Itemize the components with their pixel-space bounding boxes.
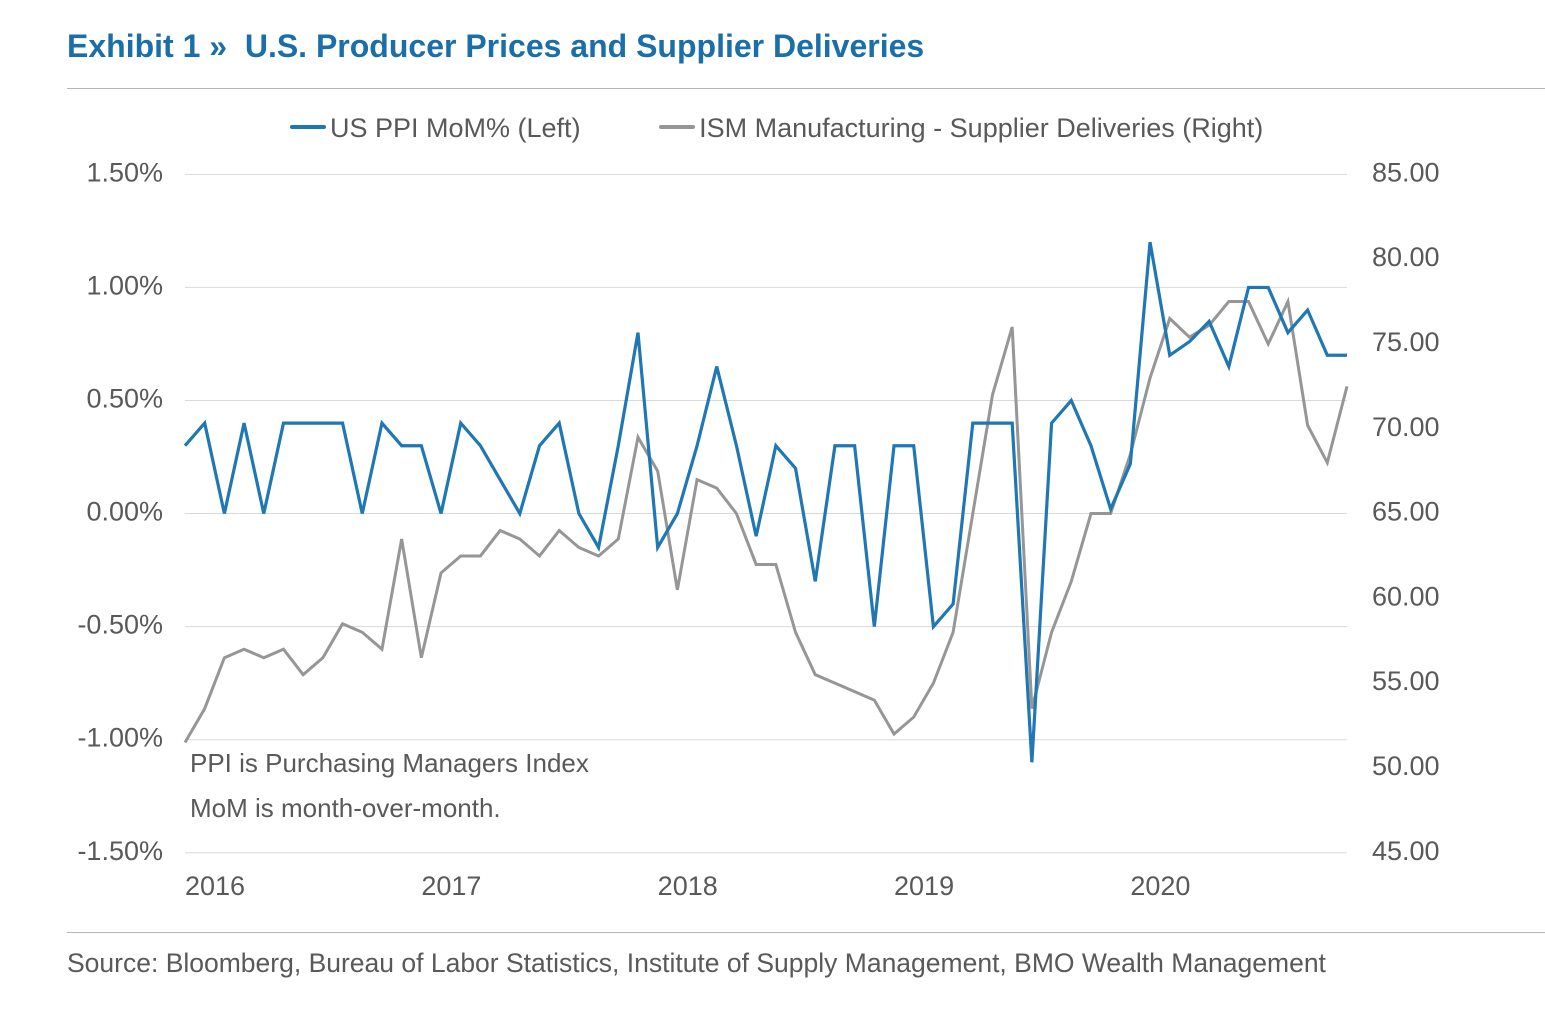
svg-text:70.00: 70.00 bbox=[1372, 412, 1440, 442]
svg-text:50.00: 50.00 bbox=[1372, 751, 1440, 781]
svg-text:75.00: 75.00 bbox=[1372, 327, 1440, 357]
svg-text:55.00: 55.00 bbox=[1372, 666, 1440, 696]
svg-text:1.00%: 1.00% bbox=[86, 270, 163, 300]
svg-text:2020: 2020 bbox=[1130, 871, 1190, 901]
svg-text:1.50%: 1.50% bbox=[86, 157, 163, 187]
svg-text:2016: 2016 bbox=[185, 871, 245, 901]
svg-text:2017: 2017 bbox=[421, 871, 481, 901]
svg-text:PPI is Purchasing Managers Ind: PPI is Purchasing Managers Index bbox=[190, 748, 589, 778]
svg-text:2019: 2019 bbox=[894, 871, 954, 901]
svg-text:MoM is month-over-month.: MoM is month-over-month. bbox=[190, 793, 501, 823]
svg-text:0.00%: 0.00% bbox=[86, 497, 163, 527]
svg-text:85.00: 85.00 bbox=[1372, 157, 1440, 187]
svg-text:0.50%: 0.50% bbox=[86, 383, 163, 413]
svg-text:-1.00%: -1.00% bbox=[77, 723, 163, 753]
svg-text:45.00: 45.00 bbox=[1372, 836, 1440, 866]
svg-text:80.00: 80.00 bbox=[1372, 242, 1440, 272]
svg-text:65.00: 65.00 bbox=[1372, 497, 1440, 527]
svg-text:60.00: 60.00 bbox=[1372, 581, 1440, 611]
svg-text:-1.50%: -1.50% bbox=[77, 836, 163, 866]
svg-text:2018: 2018 bbox=[658, 871, 718, 901]
svg-text:-0.50%: -0.50% bbox=[77, 610, 163, 640]
